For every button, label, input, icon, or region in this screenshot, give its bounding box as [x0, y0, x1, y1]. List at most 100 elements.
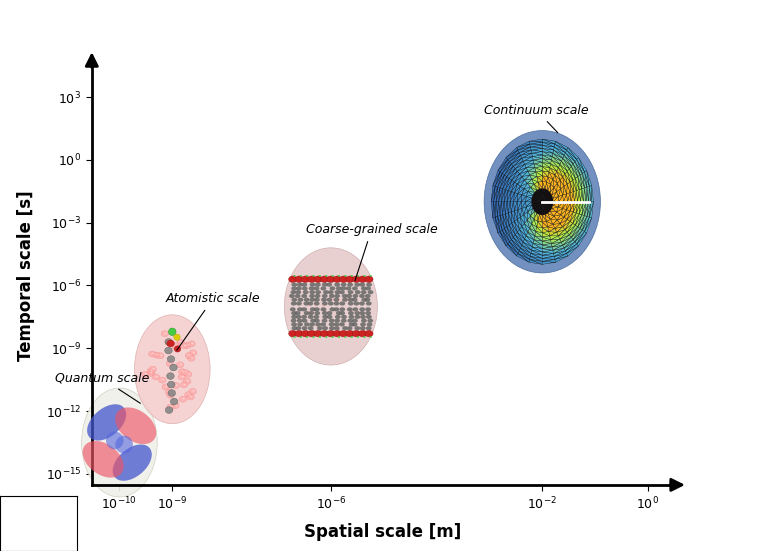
Polygon shape	[511, 240, 520, 251]
Polygon shape	[546, 177, 551, 184]
Polygon shape	[578, 158, 587, 172]
Polygon shape	[493, 170, 500, 186]
Polygon shape	[550, 187, 554, 195]
Ellipse shape	[298, 298, 304, 302]
Polygon shape	[575, 161, 582, 175]
Polygon shape	[518, 202, 522, 210]
Ellipse shape	[322, 326, 328, 330]
Ellipse shape	[308, 326, 314, 330]
Ellipse shape	[152, 368, 155, 369]
Polygon shape	[523, 242, 532, 250]
Ellipse shape	[330, 296, 334, 300]
Polygon shape	[573, 230, 582, 242]
Polygon shape	[500, 230, 508, 244]
Polygon shape	[580, 215, 587, 229]
Polygon shape	[560, 235, 569, 242]
Polygon shape	[565, 223, 573, 233]
Ellipse shape	[341, 315, 347, 319]
Polygon shape	[534, 240, 542, 245]
Polygon shape	[530, 145, 542, 148]
Polygon shape	[535, 236, 542, 241]
Ellipse shape	[171, 398, 178, 405]
Ellipse shape	[308, 301, 313, 306]
Polygon shape	[561, 208, 567, 215]
Polygon shape	[542, 253, 555, 256]
Polygon shape	[553, 197, 558, 202]
Polygon shape	[542, 250, 554, 253]
Polygon shape	[550, 208, 557, 212]
Ellipse shape	[329, 318, 334, 323]
Polygon shape	[518, 144, 530, 150]
Polygon shape	[582, 202, 586, 215]
Polygon shape	[542, 192, 552, 202]
Ellipse shape	[352, 318, 358, 323]
Polygon shape	[558, 230, 567, 236]
Polygon shape	[549, 168, 555, 175]
Polygon shape	[584, 170, 589, 186]
Polygon shape	[549, 231, 557, 236]
Polygon shape	[495, 174, 502, 187]
Polygon shape	[526, 164, 535, 168]
Polygon shape	[575, 191, 578, 202]
Polygon shape	[553, 220, 560, 224]
Polygon shape	[551, 219, 557, 224]
Ellipse shape	[187, 380, 189, 381]
Polygon shape	[517, 168, 526, 174]
Polygon shape	[545, 215, 551, 222]
Polygon shape	[587, 170, 591, 186]
Polygon shape	[589, 202, 594, 218]
Polygon shape	[506, 166, 516, 177]
Ellipse shape	[312, 275, 314, 277]
Ellipse shape	[327, 283, 332, 287]
Polygon shape	[550, 236, 558, 240]
Ellipse shape	[364, 298, 370, 302]
Polygon shape	[504, 191, 508, 202]
Polygon shape	[532, 177, 538, 182]
Polygon shape	[542, 202, 548, 213]
Ellipse shape	[338, 336, 340, 338]
Polygon shape	[557, 226, 565, 233]
Ellipse shape	[293, 336, 295, 338]
Polygon shape	[514, 210, 518, 219]
Polygon shape	[552, 153, 562, 161]
Polygon shape	[509, 240, 519, 251]
Polygon shape	[520, 153, 532, 158]
Ellipse shape	[301, 283, 308, 287]
Ellipse shape	[365, 294, 371, 298]
Polygon shape	[532, 250, 542, 255]
Ellipse shape	[175, 385, 177, 386]
Polygon shape	[536, 227, 542, 233]
Polygon shape	[506, 225, 513, 237]
Polygon shape	[573, 180, 576, 192]
Polygon shape	[518, 189, 524, 195]
Ellipse shape	[348, 311, 354, 315]
Polygon shape	[527, 220, 532, 229]
Ellipse shape	[342, 298, 348, 302]
Polygon shape	[555, 171, 560, 180]
Ellipse shape	[317, 326, 323, 330]
Polygon shape	[504, 229, 511, 242]
Ellipse shape	[353, 301, 360, 306]
Polygon shape	[506, 214, 509, 227]
Polygon shape	[503, 202, 506, 215]
Ellipse shape	[484, 131, 601, 273]
Ellipse shape	[167, 392, 174, 398]
Polygon shape	[553, 248, 564, 253]
Polygon shape	[517, 210, 520, 219]
Polygon shape	[571, 166, 578, 179]
Polygon shape	[533, 244, 542, 249]
Polygon shape	[530, 147, 542, 150]
Polygon shape	[581, 189, 583, 202]
Polygon shape	[504, 202, 507, 214]
Ellipse shape	[361, 318, 367, 323]
Polygon shape	[542, 244, 552, 247]
Ellipse shape	[116, 407, 156, 444]
Polygon shape	[534, 236, 542, 241]
Ellipse shape	[167, 404, 174, 410]
Polygon shape	[575, 231, 584, 244]
Polygon shape	[532, 202, 542, 205]
Ellipse shape	[153, 352, 161, 358]
Polygon shape	[508, 150, 519, 160]
Ellipse shape	[149, 366, 157, 372]
Ellipse shape	[185, 353, 193, 359]
